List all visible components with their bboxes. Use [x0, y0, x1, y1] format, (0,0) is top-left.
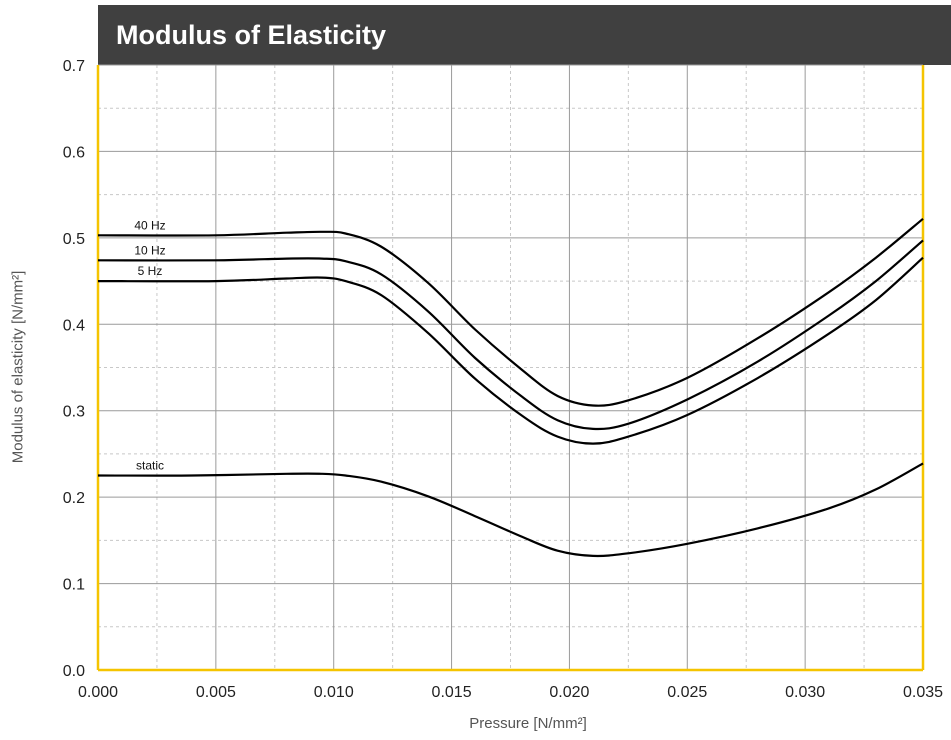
- y-tick-label: 0.2: [63, 490, 85, 507]
- x-tick-label: 0.015: [432, 684, 472, 701]
- y-tick-label: 0.5: [63, 231, 85, 248]
- x-tick-label: 0.020: [549, 684, 589, 701]
- y-tick-label: 0.0: [63, 663, 85, 680]
- y-axis-label: Modulus of elasticity [N/mm²]: [9, 270, 27, 464]
- y-tick-label: 0.3: [63, 404, 85, 421]
- x-tick-label: 0.035: [903, 684, 943, 701]
- series-label-static: static: [136, 459, 164, 473]
- x-tick-label: 0.005: [196, 684, 236, 701]
- chart-title: Modulus of Elasticity: [116, 19, 387, 50]
- y-tick-label: 0.6: [63, 144, 85, 161]
- x-tick-label: 0.000: [78, 684, 118, 701]
- x-tick-label: 0.010: [314, 684, 354, 701]
- y-tick-label: 0.4: [63, 317, 85, 334]
- series-label-40-hz: 40 Hz: [134, 218, 165, 232]
- x-tick-label: 0.025: [667, 684, 707, 701]
- y-tick-label: 0.7: [63, 58, 85, 75]
- chart-title-bar: Modulus of Elasticity: [98, 5, 951, 65]
- series-label-5-hz: 5 Hz: [138, 264, 163, 278]
- y-tick-label: 0.1: [63, 577, 85, 594]
- series-line-static: [97, 462, 924, 558]
- x-tick-label: 0.030: [785, 684, 825, 701]
- series-line-10-hz: [97, 239, 924, 431]
- series-label-10-hz: 10 Hz: [134, 243, 165, 257]
- series-line-5-hz: [97, 256, 924, 445]
- series-line-40-hz: [97, 217, 924, 407]
- x-axis-label: Pressure [N/mm²]: [469, 715, 587, 732]
